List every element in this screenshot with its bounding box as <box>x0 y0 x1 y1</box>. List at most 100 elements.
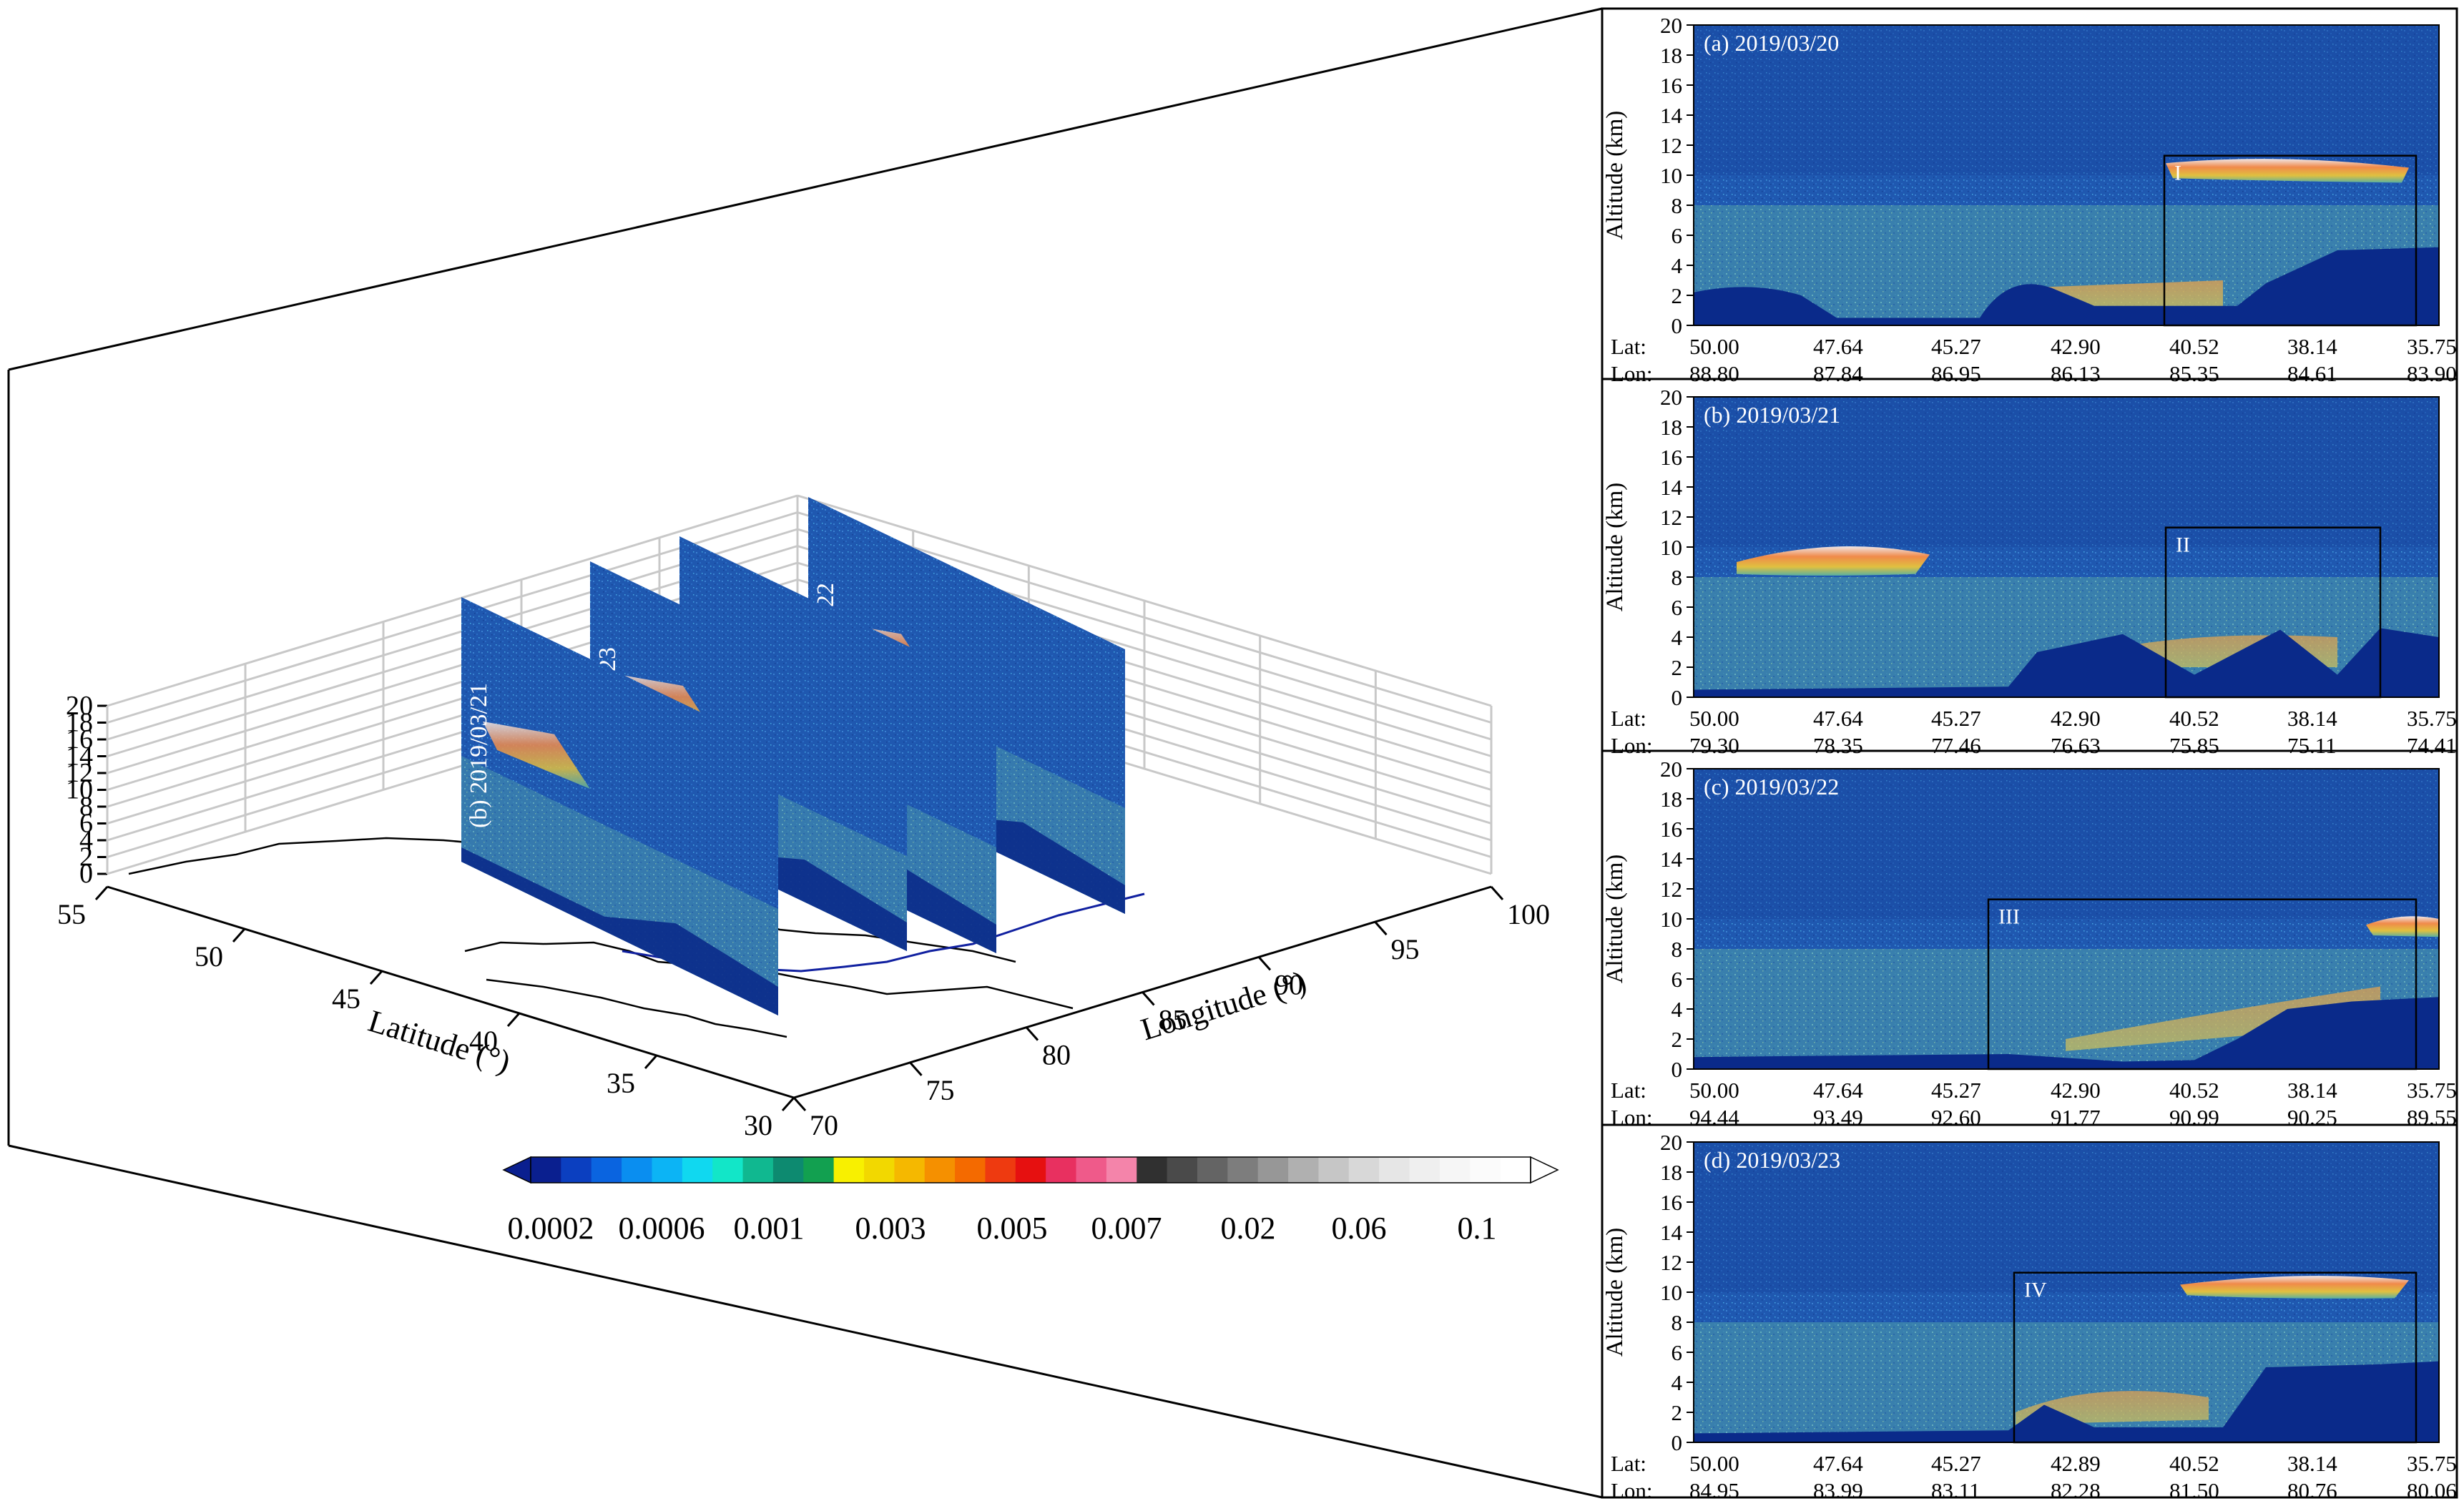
y-tick-label: 8 <box>1672 193 1683 218</box>
lat-value: 38.14 <box>2287 334 2337 359</box>
colorbar-segment <box>652 1157 683 1183</box>
map-boundary <box>486 978 787 1038</box>
latitude-axis-title: Latitude (°) <box>364 1003 514 1080</box>
colorbar-segment <box>591 1157 622 1183</box>
lon-row-label: Lon: <box>1611 1478 1653 1503</box>
colorbar-segment <box>955 1157 986 1183</box>
colorbar-min-arrow <box>502 1156 531 1184</box>
lon-tick-mark <box>792 1097 807 1111</box>
colorbar-segment <box>1439 1157 1471 1183</box>
y-axis-title: Altitude (km) <box>1602 111 1628 240</box>
y-tick-label: 8 <box>1672 565 1683 590</box>
y-tick-label: 18 <box>1660 787 1682 812</box>
terrain <box>1694 997 2439 1069</box>
y-tick-label: 12 <box>1660 505 1682 530</box>
region-label: IV <box>2024 1279 2047 1302</box>
y-tick-label: 12 <box>1660 877 1682 902</box>
y-tick-label: 10 <box>1660 1280 1682 1305</box>
terrain <box>1694 1361 2439 1442</box>
y-tick-label: 18 <box>1660 43 1682 68</box>
colorbar-segment <box>1318 1157 1350 1183</box>
lon-value: 76.63 <box>2051 733 2101 758</box>
terrain <box>1694 247 2439 325</box>
lat-tick-label: 40 <box>469 1025 498 1057</box>
y-tick-label: 2 <box>1672 655 1683 680</box>
y-tick-label: 4 <box>1672 253 1683 278</box>
terrain <box>1694 628 2439 697</box>
colorbar-segment <box>1470 1157 1501 1183</box>
y-tick-label: 20 <box>1660 13 1682 38</box>
lidar-panel: II 0 2 4 6 8 10 12 14 16 18 20 Altitude (km) (b) 2019… <box>1602 385 2457 758</box>
lon-value: 94.44 <box>1689 1105 1739 1130</box>
y-tick-label: 4 <box>1672 625 1683 650</box>
lat-value: 45.27 <box>1931 334 1981 359</box>
region-label: I <box>2174 162 2181 185</box>
colorbar-segment <box>1106 1157 1137 1183</box>
panel-title: (b) 2019/03/21 <box>1704 402 1840 428</box>
dust-layer <box>2066 986 2380 1051</box>
y-tick-label: 8 <box>1672 937 1683 962</box>
y-axis-title: Altitude (km) <box>1602 1228 1628 1357</box>
lon-tick-label: 85 <box>1159 1004 1187 1036</box>
colorbar-segment <box>1197 1157 1228 1183</box>
y-tick-label: 18 <box>1660 415 1682 440</box>
lidar-panel: III 0 2 4 6 8 10 12 14 16 18 20 Altitude (km) (c) 201… <box>1602 757 2457 1130</box>
z-tick-label: 20 <box>66 691 93 721</box>
cloud-feature <box>2366 916 2439 937</box>
lat-value: 42.90 <box>2051 706 2101 731</box>
y-tick-label: 10 <box>1660 535 1682 560</box>
z-tick-label: 16 <box>66 724 93 754</box>
lat-value: 47.64 <box>1813 1078 1863 1103</box>
curtain-cloud <box>483 721 590 789</box>
colorbar-tick-label: 0.007 <box>1091 1211 1162 1246</box>
y-axis-title: Altitude (km) <box>1602 855 1628 984</box>
colorbar-segment <box>1257 1157 1289 1183</box>
colorbar-tick-label: 0.02 <box>1221 1211 1276 1246</box>
colorbar-tick-label: 0.005 <box>977 1211 1048 1246</box>
lon-value: 82.28 <box>2051 1478 2101 1503</box>
lat-value: 45.27 <box>1931 1078 1981 1103</box>
lat-tick-label: 55 <box>57 898 86 930</box>
lat-value: 42.90 <box>2051 334 2101 359</box>
lon-value: 83.11 <box>1931 1478 1980 1503</box>
y-tick-label: 16 <box>1660 73 1682 98</box>
colorbar-max-arrow <box>1530 1156 1559 1184</box>
panel-title: (a) 2019/03/20 <box>1704 30 1839 56</box>
y-tick-label: 12 <box>1660 1250 1682 1275</box>
curtain-slice: (b) 2019/03/21 <box>461 597 778 1015</box>
curtain-date-label: (b) 2019/03/21 <box>466 683 492 828</box>
lat-value: 40.52 <box>2169 706 2219 731</box>
colorbar-tick-label: 0.001 <box>734 1211 805 1246</box>
y-tick-label: 18 <box>1660 1160 1682 1185</box>
y-tick-label: 0 <box>1672 685 1683 710</box>
z-tick-label: 12 <box>66 758 93 788</box>
lon-value: 80.76 <box>2287 1478 2337 1503</box>
lon-value: 91.77 <box>2051 1105 2101 1130</box>
lon-row-label: Lon: <box>1611 1105 1653 1130</box>
lidar-panel: IV 0 2 4 6 8 10 12 14 16 18 20 Altitude (km) (d) 2019… <box>1602 1130 2457 1503</box>
colorbar-segment <box>1076 1157 1107 1183</box>
zoom-line-top <box>8 7 1603 371</box>
lat-value: 50.00 <box>1689 1078 1739 1103</box>
colorbar-outline <box>530 1156 1531 1183</box>
lat-tick-label: 45 <box>332 983 360 1015</box>
z-tick-label: 6 <box>79 809 93 839</box>
colorbar-segment <box>1348 1157 1380 1183</box>
lon-tick-label: 100 <box>1507 898 1550 930</box>
colorbar-segment <box>622 1157 652 1183</box>
y-tick-label: 2 <box>1672 1027 1683 1052</box>
panel-upper-sky <box>1694 769 2439 919</box>
lat-value: 47.64 <box>1813 1451 1863 1476</box>
lon-value: 79.30 <box>1689 733 1739 758</box>
lon-tick-mark <box>1490 886 1504 900</box>
lon-value: 77.46 <box>1931 733 1981 758</box>
lat-row-label: Lat: <box>1611 1078 1646 1103</box>
lat-tick-mark <box>506 1013 521 1027</box>
y-tick-label: 0 <box>1672 1430 1683 1455</box>
lon-tick-label: 70 <box>810 1109 838 1141</box>
cloud-feature <box>2166 159 2409 183</box>
lon-row-label: Lon: <box>1611 361 1653 386</box>
colorbar-segment <box>712 1157 744 1183</box>
lat-value: 50.00 <box>1689 334 1739 359</box>
lon-tick-mark <box>1142 991 1155 1006</box>
